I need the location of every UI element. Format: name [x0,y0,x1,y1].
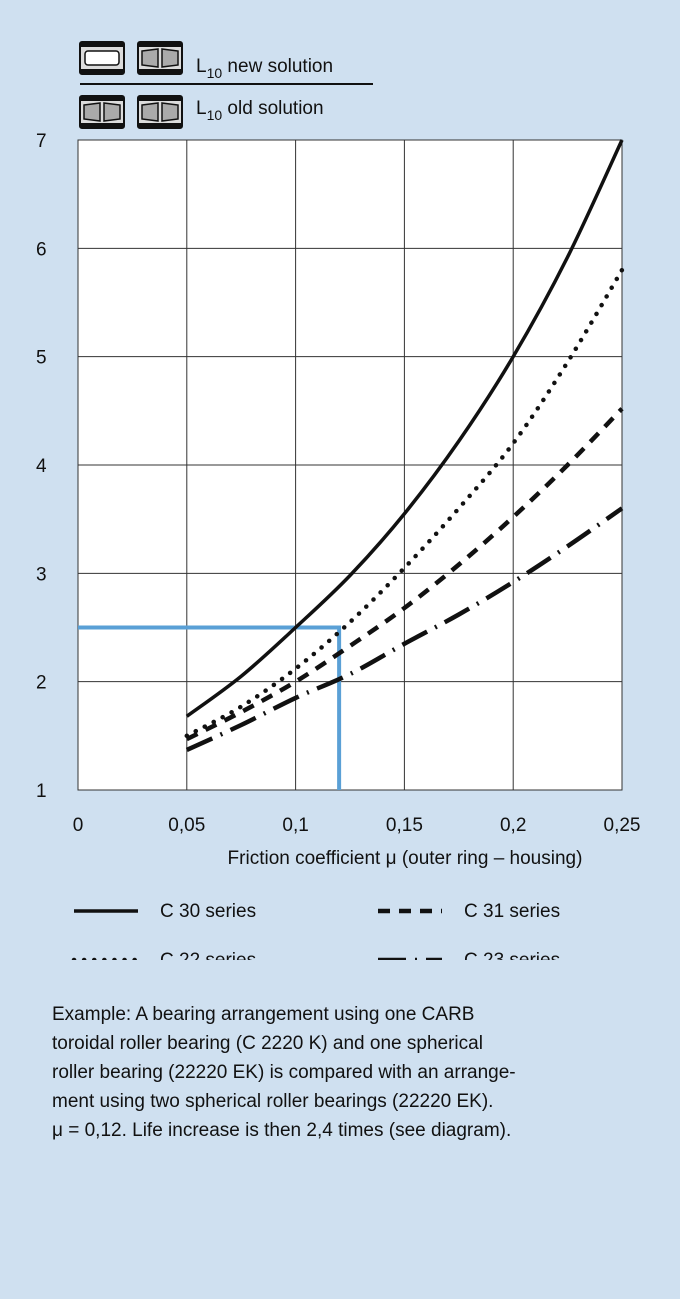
icon-roller [84,50,120,66]
legend-label: C 23 series [464,950,560,960]
old-solution-label: L10 old solution [196,98,324,123]
y-tick-label: 6 [36,239,47,260]
example-line: ment using two spherical roller bearings… [52,1091,494,1112]
icon-ring-top [80,96,124,101]
icon-roller [141,102,159,122]
icon-roller [161,48,179,68]
icon-roller [83,102,101,122]
legend-label: C 31 series [464,901,560,922]
y-tick-label: 4 [36,456,47,477]
icon-ring-bottom [80,123,124,128]
spherical-bearing-icon [79,95,125,129]
icon-ring-bottom [138,69,182,74]
chart: L10 new solution L10 old solution 0 0,05 0,… [36,41,640,960]
spherical-bearing-icon [137,95,183,129]
example-line: toroidal roller bearing (C 2220 K) and o… [52,1033,483,1054]
icon-ring-bottom [138,123,182,128]
new-solution-label: L10 new solution [196,56,333,81]
legend-label: C 22 series [160,950,256,960]
y-tick-label: 3 [36,564,47,585]
x-tick-label: 0 [73,815,84,836]
example-line: μ = 0,12. Life increase is then 2,4 time… [52,1120,512,1141]
y-tick-label: 7 [36,131,47,152]
y-tick-label: 1 [36,781,47,802]
series-line-c-22-series [184,267,625,739]
plot-frame [77,139,623,791]
series-line-c-30-series [185,139,624,718]
icon-roller [103,102,121,122]
x-axis-title: Friction coefficient μ (outer ring – hou… [228,848,583,869]
example-line: roller bearing (22220 EK) is compared wi… [52,1062,516,1083]
legend-label: C 30 series [160,901,256,922]
example-guide-line [78,625,342,790]
example-line: Example: A bearing arrangement using one… [52,1004,475,1025]
spherical-bearing-icon [137,41,183,75]
example-text: Example: A bearing arrangement using one… [52,1000,652,1145]
icon-ring-top [138,42,182,47]
x-tick-label: 0,15 [386,815,423,836]
x-tick-label: 0,25 [604,815,641,836]
x-tick-label: 0,1 [282,815,308,836]
x-tick-label: 0,05 [168,815,205,836]
y-tick-label: 2 [36,673,47,694]
y-tick-label: 5 [36,348,47,369]
icon-roller [141,48,159,68]
plot-area: 0 0,05 0,1 0,15 0,2 0,25 1 2 3 4 5 6 7 Friction coeff… [36,131,640,869]
toroidal-bearing-icon [79,41,125,75]
legend: C 30 series C 31 series C 22 series C 23 se… [71,901,560,960]
icon-roller [161,102,179,122]
chart-header: L10 new solution L10 old solution [79,41,373,129]
series-line-c-31-series [185,407,624,742]
icon-ring-top [80,42,124,47]
series-line-c-23-series [185,506,624,752]
x-tick-label: 0,2 [500,815,526,836]
icon-ring-top [138,96,182,101]
icon-ring-bottom [80,69,124,74]
